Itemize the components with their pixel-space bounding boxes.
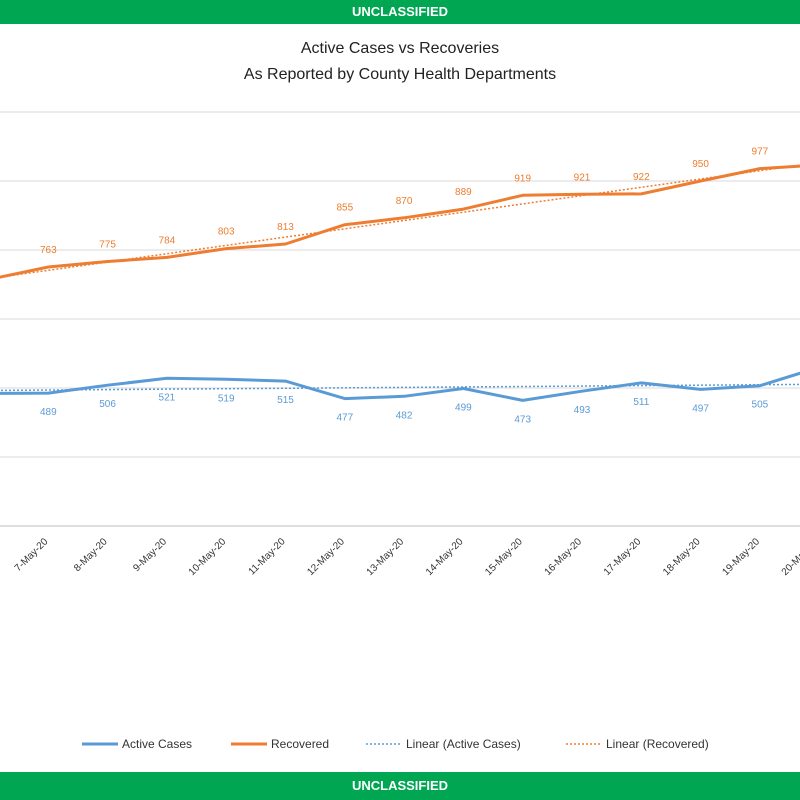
data-label: 763 [40, 245, 57, 256]
data-label: 775 [99, 240, 116, 251]
x-tick-label: 8-May-20 [72, 536, 110, 574]
chart-subtitle: As Reported by County Health Departments [244, 66, 556, 83]
legend-label: Active Cases [122, 737, 192, 751]
data-label: 922 [633, 172, 650, 183]
x-tick-label: 10-May-20 [187, 536, 229, 578]
legend: Active Cases Recovered Linear (Active Case… [82, 737, 709, 751]
data-label: 950 [692, 159, 709, 170]
x-tick-label: 12-May-20 [305, 536, 347, 578]
x-tick-label: 11-May-20 [247, 536, 288, 577]
legend-label: Recovered [271, 737, 329, 751]
data-label: 803 [218, 227, 235, 238]
x-tick-label: 14-May-20 [424, 536, 466, 578]
data-label: 497 [692, 403, 709, 414]
data-label: 870 [396, 196, 413, 207]
x-tick-label: 15-May-20 [483, 536, 525, 578]
classification-banner-top: UNCLASSIFIED [0, 0, 800, 24]
data-label: 506 [99, 399, 116, 410]
x-tick-label: 16-May-20 [543, 536, 585, 578]
data-label: 784 [159, 235, 176, 246]
x-tick-label: 18-May-20 [661, 536, 703, 578]
x-tick-label: 13-May-20 [365, 536, 407, 578]
legend-item: Recovered [231, 737, 329, 751]
legend-label: Linear (Recovered) [606, 737, 709, 751]
legend-item: Active Cases [82, 737, 192, 751]
series-line-active-cases [0, 371, 800, 402]
data-label: 473 [514, 414, 531, 425]
x-tick-label: 7-May-20 [13, 536, 51, 574]
series-line-recovered [0, 164, 800, 279]
x-axis-tick-labels: 6-May-207-May-208-May-209-May-2010-May-2… [13, 536, 800, 578]
data-label: 977 [752, 147, 769, 158]
series-lines [0, 164, 800, 402]
legend-label: Linear (Active Cases) [406, 737, 521, 751]
chart-title: Active Cases vs Recoveries [301, 40, 499, 57]
legend-item: Linear (Recovered) [566, 737, 709, 751]
data-labels: 489 506 521 519 515 477 482 499 473 493 511 497 505 7… [40, 147, 769, 426]
data-label: 921 [574, 172, 591, 183]
data-label: 521 [159, 392, 176, 403]
x-tick-label: 19-May-20 [720, 536, 762, 578]
x-tick-label: 17-May-20 [602, 536, 644, 578]
classification-banner-bottom: UNCLASSIFIED [0, 772, 800, 800]
data-label: 919 [514, 173, 531, 184]
legend-item: Linear (Active Cases) [366, 737, 521, 751]
data-label: 477 [336, 413, 353, 424]
data-label: 489 [40, 407, 57, 418]
data-label: 482 [396, 410, 413, 421]
data-label: 889 [455, 187, 472, 198]
data-label: 499 [455, 402, 472, 413]
data-label: 515 [277, 395, 294, 406]
x-tick-label: 20-May-20 [780, 536, 800, 578]
chart: Active Cases vs Recoveries As Reported b… [0, 40, 800, 751]
data-label: 511 [633, 397, 649, 408]
data-label: 505 [752, 400, 769, 411]
gridlines [0, 111, 800, 527]
data-label: 855 [336, 203, 353, 214]
x-tick-label: 9-May-20 [131, 536, 169, 574]
data-label: 813 [277, 222, 294, 233]
data-label: 519 [218, 393, 235, 404]
data-label: 493 [574, 405, 591, 416]
